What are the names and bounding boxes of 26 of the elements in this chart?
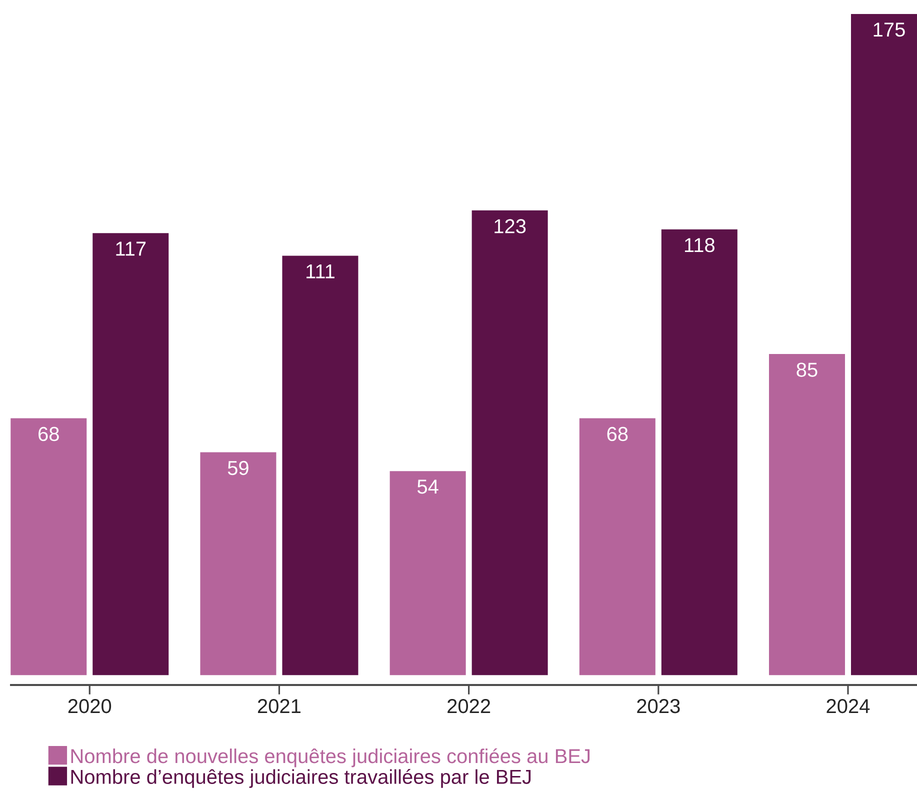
- x-tick-label: 2022: [448, 699, 490, 714]
- x-tick-label: 2024: [826, 699, 870, 714]
- data-label: 59: [228, 460, 248, 476]
- data-label: 123: [494, 219, 526, 234]
- data-label: 68: [607, 426, 628, 442]
- data-label: 111: [306, 264, 334, 278]
- bar: [472, 210, 548, 676]
- bar: [200, 452, 276, 676]
- data-label: 118: [684, 238, 714, 252]
- bar: [579, 418, 656, 676]
- data-label: 175: [874, 22, 905, 37]
- data-label: 85: [796, 362, 818, 377]
- legend-label: Nombre de nouvelles enquêtes judiciaires confiées au BEJ: [71, 748, 590, 768]
- data-label: 68: [38, 426, 59, 442]
- data-label: 117: [116, 242, 146, 256]
- bar: [661, 229, 738, 676]
- bar: [10, 418, 87, 676]
- bar: [390, 471, 466, 676]
- legend-label: Nombre d’enquêtes judiciaires travaillées par le BEJ: [71, 769, 531, 788]
- data-label: 54: [417, 480, 438, 494]
- bar: [282, 256, 358, 676]
- x-tick-label: 2023: [637, 699, 680, 714]
- x-tick-label: 2020: [68, 699, 112, 714]
- bar: [768, 354, 845, 676]
- bar: [92, 233, 169, 676]
- x-tick-label: 2021: [258, 699, 300, 714]
